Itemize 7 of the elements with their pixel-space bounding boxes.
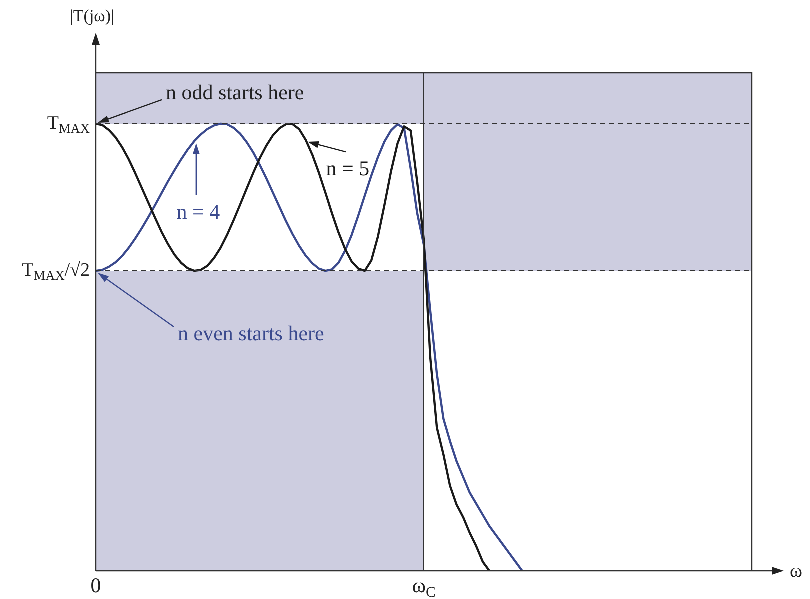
x-axis-title: ω: [790, 560, 803, 582]
text: n odd starts here: [166, 80, 304, 104]
x-tick-label: 0: [90, 574, 102, 598]
text: |T(jω)|: [70, 6, 114, 26]
annotation: n even starts here: [178, 322, 324, 346]
series-label: n = 5: [326, 156, 370, 181]
series-label: n = 4: [176, 200, 221, 224]
